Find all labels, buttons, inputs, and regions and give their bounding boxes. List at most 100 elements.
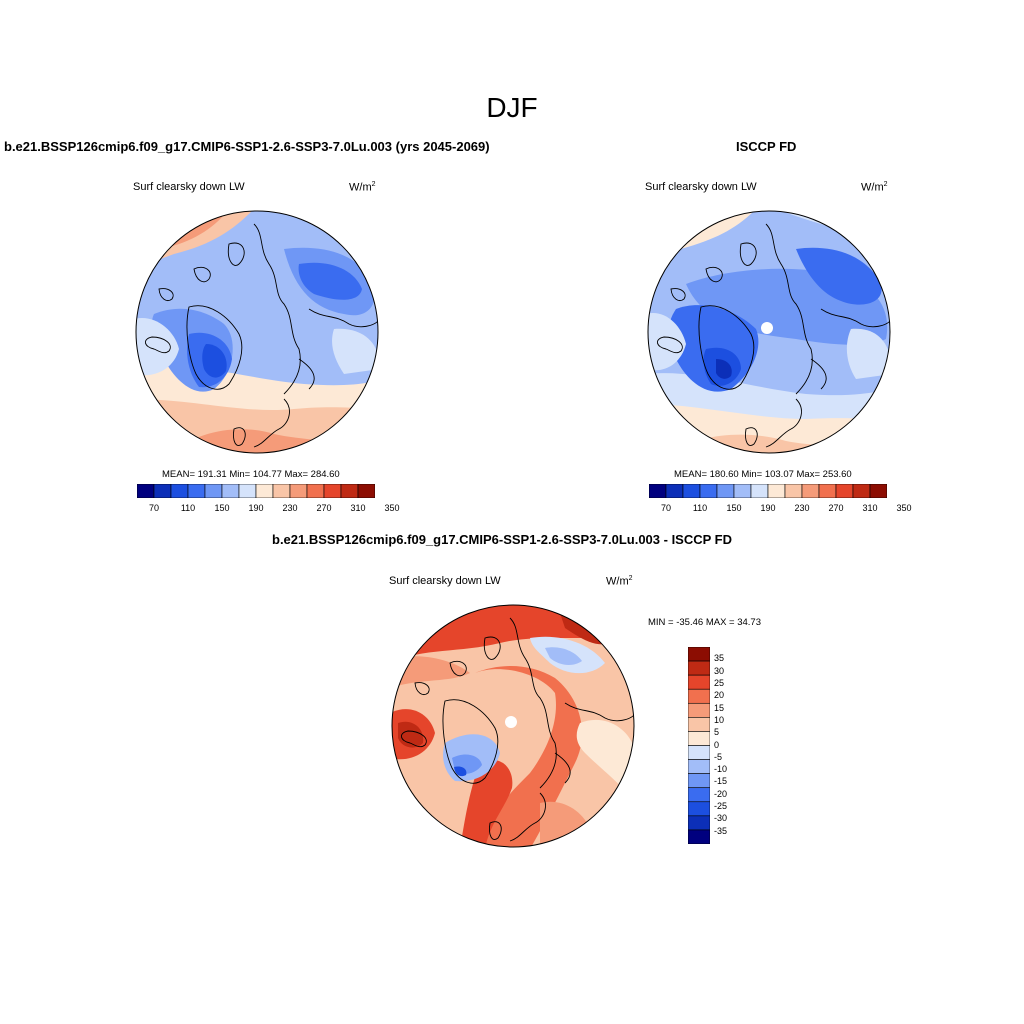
diff-colorbar-tick-label: 35 xyxy=(714,653,725,664)
model-colorbar-swatch xyxy=(137,484,155,498)
obs-colorbar-swatch xyxy=(716,484,735,498)
obs-colorbar-swatch xyxy=(699,484,718,498)
obs-polar-hole xyxy=(761,322,773,334)
figure-title: DJF xyxy=(486,92,538,123)
obs-coastlines xyxy=(657,223,890,448)
diff-polar-map xyxy=(391,604,635,848)
obs-colorbar-swatch xyxy=(852,484,871,498)
diff-colorbar-swatch xyxy=(688,674,710,690)
diff-colorbar-swatch xyxy=(688,787,710,803)
obs-units-label: W/m2 xyxy=(861,181,888,194)
model-colorbar-swatch xyxy=(187,484,206,498)
diff-colorbar-tick-label: 5 xyxy=(714,727,720,738)
obs-colorbar-swatch xyxy=(733,484,752,498)
model-colorbar-tick-label: 110 xyxy=(180,503,196,513)
model-colorbar-swatch xyxy=(272,484,291,498)
model-colorbar-swatch xyxy=(255,484,274,498)
diff-stats: MIN = -35.46 MAX = 34.73 xyxy=(648,617,762,628)
diff-colorbar-swatch xyxy=(688,647,710,662)
model-stats: MEAN= 191.31 Min= 104.77 Max= 284.60 xyxy=(162,469,340,480)
obs-colorbar-swatch xyxy=(835,484,854,498)
diff-colorbar-swatch xyxy=(688,815,710,831)
obs-polar-map xyxy=(647,210,891,454)
diff-panel-title: b.e21.BSSP126cmip6.f09_g17.CMIP6-SSP1-2.… xyxy=(272,532,733,547)
obs-colorbar-tick-label: 190 xyxy=(760,503,776,513)
diff-colorbar-swatch xyxy=(688,717,710,732)
obs-colorbar-swatch xyxy=(665,484,684,498)
diff-colorbar-swatch xyxy=(688,660,710,676)
diff-colorbar-tick-label: 10 xyxy=(714,714,725,725)
diff-colorbar xyxy=(688,647,710,844)
model-colorbar-swatch xyxy=(289,484,308,498)
model-colorbar-tick-label: 310 xyxy=(350,503,366,513)
diff-colorbar-swatch xyxy=(688,759,710,774)
model-coastlines xyxy=(145,223,378,448)
obs-panel-title: ISCCP FD xyxy=(736,139,797,154)
diff-colorbar-tick-label: -30 xyxy=(714,813,728,824)
diff-colorbar-swatch xyxy=(688,702,710,718)
model-colorbar-swatch xyxy=(204,484,223,498)
obs-colorbar-tick-label: 110 xyxy=(692,503,708,513)
obs-colorbar-swatch xyxy=(869,484,887,498)
obs-colorbar-labels: 70 110 150 190 230 270 310 350 xyxy=(649,503,912,515)
model-colorbar-tick-label: 350 xyxy=(384,503,400,513)
diff-coastlines xyxy=(401,617,634,842)
diff-colorbar-tick-label: -20 xyxy=(714,788,728,799)
diff-units-label: W/m2 xyxy=(606,575,633,588)
model-colorbar-swatch xyxy=(221,484,240,498)
diff-colorbar-tick-label: -35 xyxy=(714,825,728,836)
obs-variable-label: Surf clearsky down LW xyxy=(645,181,757,193)
model-colorbar-swatch xyxy=(306,484,325,498)
diff-colorbar-tick-label: 30 xyxy=(714,665,725,676)
obs-colorbar-tick-label: 270 xyxy=(828,503,844,513)
diff-colorbar-tick-label: -25 xyxy=(714,801,728,812)
diff-colorbar-tick-label: -5 xyxy=(714,751,723,762)
model-colorbar-tick-label: 230 xyxy=(282,503,298,513)
diff-colorbar-tick-label: -15 xyxy=(714,776,728,787)
model-colorbar-tick-label: 270 xyxy=(316,503,332,513)
diff-colorbar-tick-label: -10 xyxy=(714,764,728,775)
model-colorbar-tick-label: 190 xyxy=(248,503,264,513)
model-contour-field xyxy=(136,211,378,453)
diff-colorbar-swatch xyxy=(688,801,710,817)
model-colorbar-labels: 70 110 150 190 230 270 310 350 xyxy=(137,503,400,515)
obs-colorbar-swatch xyxy=(784,484,803,498)
model-polar-map xyxy=(135,210,379,454)
diff-colorbar-tick-label: 15 xyxy=(714,702,725,713)
diff-colorbar-swatch xyxy=(688,731,710,746)
model-colorbar-swatch xyxy=(238,484,257,498)
diff-variable-label: Surf clearsky down LW xyxy=(389,575,501,587)
obs-colorbar-swatch xyxy=(682,484,701,498)
model-colorbar-tick-label: 70 xyxy=(148,503,160,513)
obs-colorbar-tick-label: 310 xyxy=(862,503,878,513)
diff-polar-hole xyxy=(505,716,517,728)
obs-colorbar-swatch xyxy=(649,484,667,498)
obs-colorbar-swatch xyxy=(750,484,769,498)
diff-colorbar-tick-label: 0 xyxy=(714,739,720,750)
model-panel-title: b.e21.BSSP126cmip6.f09_g17.CMIP6-SSP1-2.… xyxy=(4,139,490,154)
obs-colorbar-swatch xyxy=(818,484,837,498)
diff-colorbar-tick-label: 25 xyxy=(714,677,725,688)
obs-colorbar-swatch xyxy=(767,484,786,498)
obs-colorbar-swatch xyxy=(801,484,820,498)
obs-colorbar-tick-label: 350 xyxy=(896,503,912,513)
obs-colorbar-tick-label: 70 xyxy=(660,503,672,513)
diff-colorbar-tick-label: 20 xyxy=(714,690,725,701)
obs-stats: MEAN= 180.60 Min= 103.07 Max= 253.60 xyxy=(674,469,852,480)
model-colorbar-tick-label: 150 xyxy=(214,503,230,513)
model-colorbar-swatch xyxy=(170,484,189,498)
obs-colorbar-tick-label: 230 xyxy=(794,503,810,513)
model-colorbar-swatch xyxy=(323,484,342,498)
diff-colorbar-swatch xyxy=(688,688,710,704)
model-colorbar-swatch xyxy=(357,484,375,498)
model-colorbar xyxy=(137,484,375,498)
diff-colorbar-swatch xyxy=(688,745,710,760)
obs-colorbar xyxy=(649,484,887,498)
diff-colorbar-swatch xyxy=(688,773,710,789)
diff-colorbar-swatch xyxy=(688,829,710,844)
model-units-label: W/m2 xyxy=(349,181,376,194)
diff-colorbar-labels: 35 30 25 20 15 10 5 0 -5 -10 -15 -20 -25 -30 -35 xyxy=(714,647,754,844)
model-colorbar-swatch xyxy=(340,484,359,498)
obs-colorbar-tick-label: 150 xyxy=(726,503,742,513)
model-variable-label: Surf clearsky down LW xyxy=(133,181,245,193)
